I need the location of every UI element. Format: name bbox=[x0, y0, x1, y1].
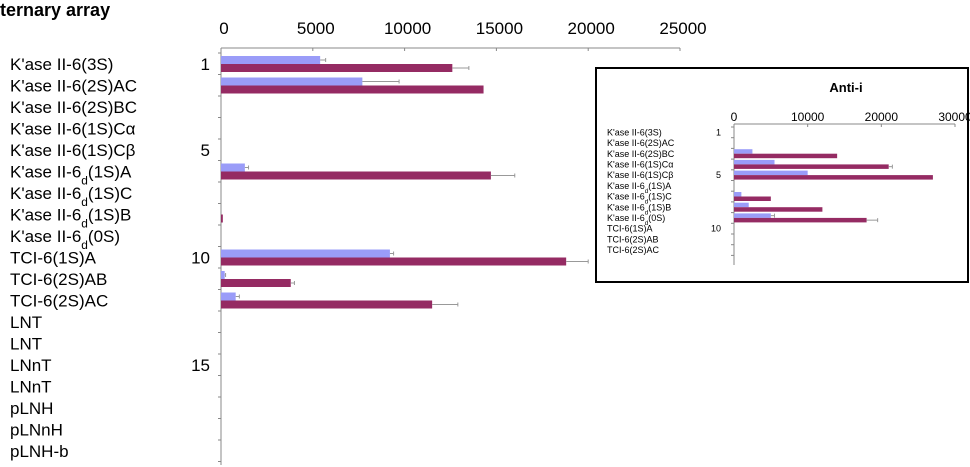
row-label: pLNH-b bbox=[10, 442, 69, 461]
inset-row-label: K'ase II-6(2S)BC bbox=[607, 149, 675, 159]
row-label: LNnT bbox=[10, 377, 52, 396]
bar bbox=[221, 77, 363, 86]
bar bbox=[221, 85, 484, 94]
inset-bar bbox=[734, 153, 838, 159]
inset-row-label: K'ase II-6d(0S) bbox=[607, 213, 665, 227]
row-label: LNT bbox=[10, 313, 42, 332]
x-tick-label: 5000 bbox=[297, 19, 335, 38]
inset-bar bbox=[734, 207, 823, 212]
x-tick-label: 20000 bbox=[568, 19, 615, 38]
row-index-label: 15 bbox=[191, 356, 210, 375]
inset-row-label: TCI-6(1S)A bbox=[607, 224, 653, 234]
row-index-label: 10 bbox=[191, 248, 210, 267]
inset-title: Anti-i bbox=[829, 80, 862, 95]
inset-row-index-label: 10 bbox=[711, 224, 721, 234]
bar bbox=[221, 163, 245, 172]
inset-row-label: K'ase II-6(1S)Cα bbox=[607, 159, 673, 169]
inset-bar bbox=[734, 217, 867, 223]
inset-row-label: TCI-6(2S)AB bbox=[607, 234, 659, 244]
inset-bar bbox=[734, 175, 933, 180]
inset-bar bbox=[734, 192, 742, 197]
inset-row-label: K'ase II-6d(1S)B bbox=[607, 202, 671, 216]
row-index-label: 5 bbox=[201, 141, 210, 160]
inset-row-label: K'ase II-6(1S)Cβ bbox=[607, 170, 673, 180]
row-label: K'ase II-6d(1S)B bbox=[10, 205, 131, 230]
x-tick-label: 15000 bbox=[476, 19, 523, 38]
bar bbox=[221, 257, 567, 266]
row-label: K'ase II-6(1S)Cα bbox=[10, 119, 136, 138]
inset-bar bbox=[734, 202, 749, 208]
row-label: pLNH bbox=[10, 399, 53, 418]
row-label: pLNnH bbox=[10, 420, 63, 439]
bar bbox=[221, 56, 321, 64]
bar bbox=[221, 171, 491, 180]
row-label: K'ase II-6(2S)BC bbox=[10, 98, 137, 117]
inset-x-tick-label: 0 bbox=[731, 110, 738, 124]
inset-row-label: K'ase II-6(2S)AC bbox=[607, 138, 675, 148]
row-label: K'ase II-6(3S) bbox=[10, 55, 113, 74]
row-label: TCI-6(2S)AB bbox=[10, 270, 107, 289]
x-tick-label: 0 bbox=[219, 19, 228, 38]
bar bbox=[221, 292, 236, 301]
row-label: LNnT bbox=[10, 356, 52, 375]
bar bbox=[221, 64, 453, 72]
inset-bar bbox=[734, 164, 889, 169]
row-index-label: 1 bbox=[201, 55, 210, 74]
inset-x-tick-label: 20000 bbox=[865, 110, 899, 124]
bar bbox=[221, 249, 390, 258]
bar bbox=[221, 279, 291, 287]
bar bbox=[221, 271, 225, 279]
inset-row-label: K'ase II-6d(1S)A bbox=[607, 181, 671, 195]
inset-x-tick-label: 30000 bbox=[938, 110, 970, 124]
inset-bar bbox=[734, 213, 771, 218]
inset-x-tick-label: 10000 bbox=[791, 110, 825, 124]
bar bbox=[221, 300, 433, 309]
bar bbox=[221, 214, 223, 223]
x-tick-label: 25000 bbox=[659, 19, 706, 38]
row-label: K'ase II-6(1S)Cβ bbox=[10, 141, 136, 160]
row-label: K'ase II-6d(0S) bbox=[10, 227, 120, 252]
page-title: ternary array bbox=[0, 0, 111, 20]
row-label: K'ase II-6(2S)AC bbox=[10, 76, 137, 95]
inset-row-label: K'ase II-6(3S) bbox=[607, 127, 662, 137]
inset-row-index-label: 5 bbox=[716, 170, 721, 180]
row-label: LNT bbox=[10, 334, 42, 353]
row-label: K'ase II-6d(1S)A bbox=[10, 162, 132, 187]
inset-bar bbox=[734, 149, 753, 154]
inset-bar bbox=[734, 159, 775, 165]
row-label: K'ase II-6d(1S)C bbox=[10, 184, 132, 209]
row-label: TCI-6(2S)AC bbox=[10, 291, 108, 310]
inset-bar bbox=[734, 170, 808, 176]
inset-row-index-label: 1 bbox=[716, 127, 721, 137]
row-label: TCI-6(1S)A bbox=[10, 248, 97, 267]
inset-row-label: TCI-6(2S)AC bbox=[607, 245, 660, 255]
x-tick-label: 10000 bbox=[384, 19, 431, 38]
inset-row-label: K'ase II-6d(1S)C bbox=[607, 192, 672, 206]
inset-bar bbox=[734, 196, 771, 201]
